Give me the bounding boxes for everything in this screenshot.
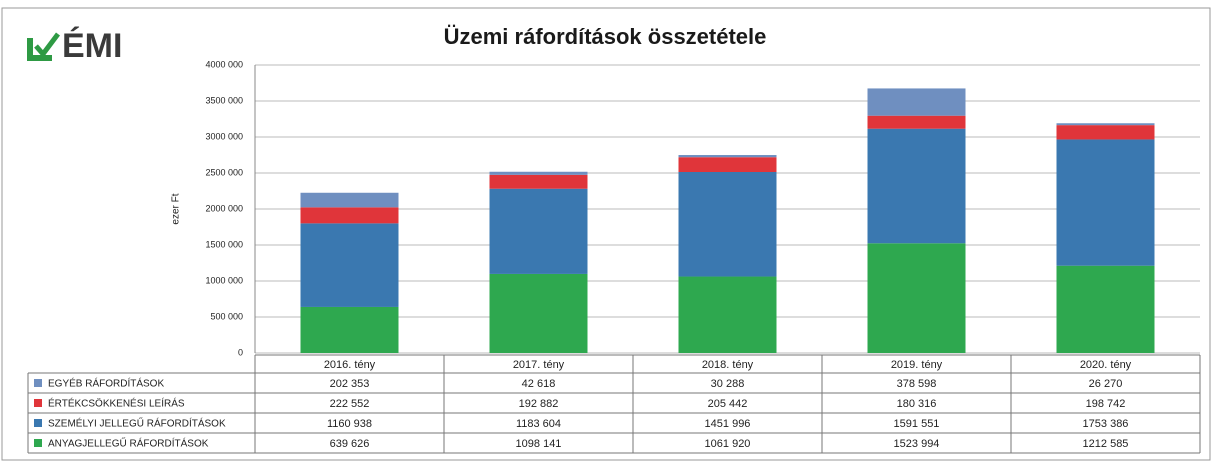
bar-segment xyxy=(300,223,399,307)
logo: ÉMI xyxy=(27,27,122,65)
data-label: 222 552 xyxy=(330,398,370,410)
legend-swatch xyxy=(34,399,42,407)
legend-label: SZEMÉLYI JELLEGŰ RÁFORDÍTÁSOK xyxy=(48,416,226,430)
x-tick-label: 2019. tény xyxy=(891,359,943,371)
data-label: 1098 141 xyxy=(516,438,562,450)
y-tick-label: 3000 000 xyxy=(205,131,243,141)
data-label: 1061 920 xyxy=(705,438,751,450)
bar-segment xyxy=(678,171,777,277)
data-label: 202 353 xyxy=(330,378,370,390)
x-tick-label: 2018. tény xyxy=(702,359,754,371)
data-label: 30 288 xyxy=(711,378,745,390)
chart-title: Üzemi ráfordítások összetétele xyxy=(444,24,767,49)
data-label: 639 626 xyxy=(330,438,370,450)
legend-label: ANYAGJELLEGŰ RÁFORDÍTÁSOK xyxy=(48,436,209,450)
y-tick-label: 4000 000 xyxy=(205,59,243,69)
data-label: 205 442 xyxy=(708,398,748,410)
bar-segment xyxy=(867,115,966,129)
bar-segment xyxy=(300,306,399,353)
y-tick-label: 0 xyxy=(238,347,243,357)
y-tick-label: 2500 000 xyxy=(205,167,243,177)
bar-segment xyxy=(867,243,966,353)
bar-segment xyxy=(1056,123,1155,126)
bar-segment xyxy=(867,88,966,116)
data-label: 1451 996 xyxy=(705,418,751,430)
data-label: 1183 604 xyxy=(516,418,561,430)
data-label: 1160 938 xyxy=(327,418,372,430)
y-tick-label: 500 000 xyxy=(210,311,243,321)
bar-segment xyxy=(489,171,588,175)
data-label: 1591 551 xyxy=(894,418,940,430)
bar-segment xyxy=(1056,139,1155,266)
data-label: 1523 994 xyxy=(894,438,940,450)
x-tick-label: 2017. tény xyxy=(513,359,565,371)
bar-segment xyxy=(489,273,588,353)
frame xyxy=(1,7,1211,461)
y-axis-label: ezer Ft xyxy=(171,193,182,224)
data-label: 180 316 xyxy=(897,398,937,410)
legend-label: ÉRTÉKCSÖKKENÉSI LEÍRÁS xyxy=(48,397,185,410)
data-label: 378 598 xyxy=(897,378,937,390)
x-tick-label: 2020. tény xyxy=(1080,359,1132,371)
bar-segment xyxy=(678,276,777,353)
data-label: 42 618 xyxy=(522,378,556,390)
bar-segment xyxy=(867,128,966,244)
logo-bracket xyxy=(27,38,52,61)
data-label: 198 742 xyxy=(1086,398,1126,410)
legend-swatch xyxy=(34,439,42,447)
data-label: 192 882 xyxy=(519,398,559,410)
bar-segment xyxy=(1056,265,1155,353)
bar-segment xyxy=(300,192,399,208)
legend-swatch xyxy=(34,419,42,427)
y-tick-label: 2000 000 xyxy=(205,203,243,213)
x-tick-label: 2016. tény xyxy=(324,359,376,371)
bar-segment xyxy=(1056,125,1155,140)
y-tick-label: 1000 000 xyxy=(205,275,243,285)
y-tick-label: 3500 000 xyxy=(205,95,243,105)
bar-segment xyxy=(489,174,588,189)
bar-segment xyxy=(300,207,399,224)
bar-segment xyxy=(678,155,777,158)
legend-swatch xyxy=(34,379,42,387)
data-label: 1753 386 xyxy=(1083,418,1129,430)
data-label: 1212 585 xyxy=(1083,438,1129,450)
y-tick-label: 1500 000 xyxy=(205,239,243,249)
logo-check xyxy=(34,32,60,58)
bar-segment xyxy=(489,188,588,274)
legend-label: EGYÉB RÁFORDÍTÁSOK xyxy=(48,377,164,390)
bar-segment xyxy=(678,157,777,172)
data-label: 26 270 xyxy=(1089,378,1123,390)
logo-text: ÉMI xyxy=(62,27,122,65)
